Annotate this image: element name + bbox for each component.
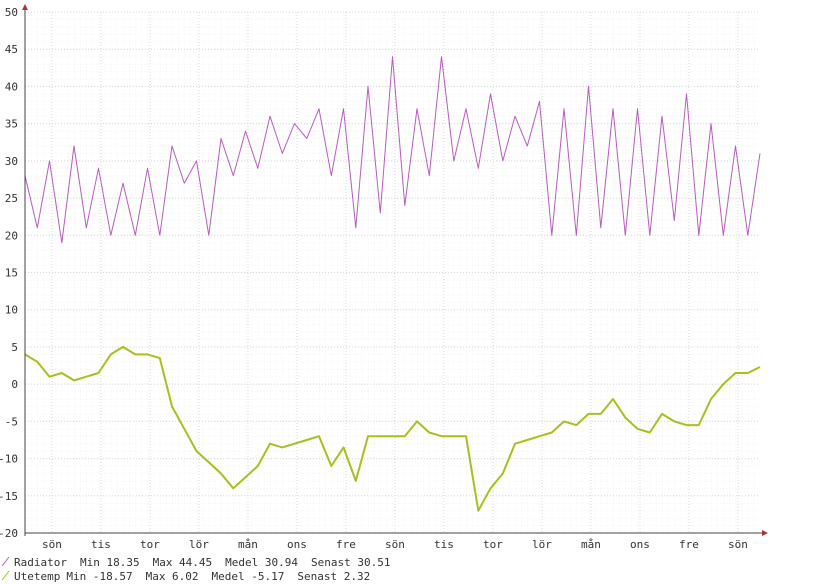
- legend-stat-value: 30.94: [265, 556, 298, 569]
- x-tick-label: fre: [336, 538, 356, 551]
- legend-stat-label: Min: [66, 570, 86, 583]
- x-tick-label: tis: [434, 538, 454, 551]
- x-tick-label: sön: [42, 538, 62, 551]
- legend-swatch: [1, 570, 10, 581]
- x-tick-label: lör: [532, 538, 552, 551]
- y-tick-label: -5: [5, 415, 18, 428]
- legend-stat-value: 6.02: [172, 570, 199, 583]
- y-tick-label: 15: [5, 267, 18, 280]
- x-tick-label: lör: [189, 538, 209, 551]
- series-line: [24, 345, 761, 512]
- y-tick-label: 0: [11, 378, 18, 391]
- legend-stat-label: Senast: [311, 556, 351, 569]
- legend-stat-label: Senast: [297, 570, 337, 583]
- legend-stat-label: Medel: [225, 556, 258, 569]
- y-tick-label: 25: [5, 192, 18, 205]
- legend-name: Radiator: [14, 556, 67, 569]
- x-axis-arrow: [762, 530, 768, 536]
- legend-name: Utetemp: [14, 570, 60, 583]
- legend-entry: Radiator Min 18.35 Max 44.45 Medel 30.94 Senast…: [14, 556, 391, 569]
- x-tick-label: ons: [287, 538, 307, 551]
- legend-stat-value: 30.51: [357, 556, 390, 569]
- legend-stat-label: Medel: [212, 570, 245, 583]
- legend-stat-label: Max: [153, 556, 173, 569]
- x-tick-label: sön: [728, 538, 748, 551]
- y-tick-label: 45: [5, 43, 18, 56]
- legend-stat-label: Max: [146, 570, 166, 583]
- y-tick-label: 20: [5, 229, 18, 242]
- x-tick-label: mån: [581, 538, 601, 551]
- legend-stat-value: 2.32: [344, 570, 371, 583]
- axes: [22, 4, 768, 536]
- x-tick-label: tor: [483, 538, 503, 551]
- lines: [24, 56, 761, 512]
- legend-stat-value: 44.45: [179, 556, 212, 569]
- series-line: [24, 56, 761, 244]
- legend-stat-value: -5.17: [251, 570, 284, 583]
- y-tick-label: 30: [5, 155, 18, 168]
- x-tick-label: tis: [91, 538, 111, 551]
- legend: Radiator Min 18.35 Max 44.45 Medel 30.94 Senast…: [1, 556, 391, 583]
- legend-swatch: [1, 556, 10, 567]
- y-tick-label: 50: [5, 6, 18, 19]
- legend-stat-value: -18.57: [93, 570, 133, 583]
- legend-stat-label: Min: [80, 556, 100, 569]
- y-tick-label: 35: [5, 118, 18, 131]
- y-axis-arrow: [22, 4, 28, 10]
- x-tick-label: ons: [630, 538, 650, 551]
- legend-entry: Utetemp Min -18.57 Max 6.02 Medel -5.17 Senast 2…: [14, 570, 370, 583]
- x-tick-label: mån: [238, 538, 258, 551]
- y-tick-label: -15: [0, 490, 18, 503]
- y-tick-label: 10: [5, 304, 18, 317]
- x-tick-label: tor: [140, 538, 160, 551]
- x-tick-label: sön: [385, 538, 405, 551]
- x-tick-label: fre: [679, 538, 699, 551]
- y-tick-label: -10: [0, 453, 18, 466]
- y-tick-label: -20: [0, 527, 18, 540]
- y-tick-label: 5: [11, 341, 18, 354]
- labels: -20 -15 -10 -5 0 5 10 15 20 25 30 35 40 45 50 sön tis tor…: [0, 6, 748, 551]
- y-tick-label: 40: [5, 80, 18, 93]
- legend-stat-value: 18.35: [106, 556, 139, 569]
